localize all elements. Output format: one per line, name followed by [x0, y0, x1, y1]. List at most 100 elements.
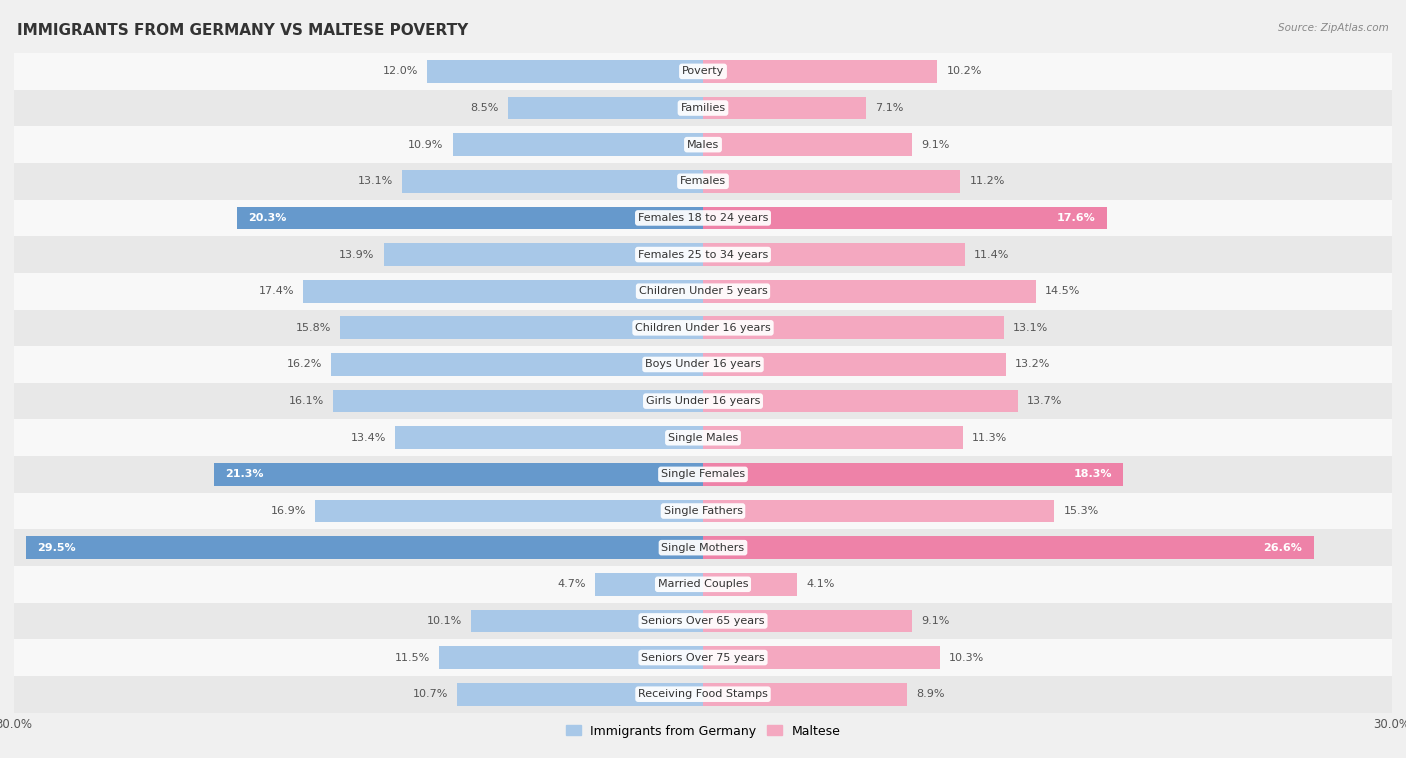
- Bar: [703, 133, 912, 156]
- Bar: [14, 89, 1392, 127]
- Text: 21.3%: 21.3%: [225, 469, 264, 479]
- Bar: [315, 500, 703, 522]
- Bar: [457, 683, 703, 706]
- Bar: [703, 317, 1004, 339]
- Text: 11.3%: 11.3%: [972, 433, 1007, 443]
- Bar: [14, 456, 1392, 493]
- Bar: [14, 676, 1392, 713]
- Text: 14.5%: 14.5%: [1045, 287, 1081, 296]
- Bar: [333, 390, 703, 412]
- Text: Seniors Over 65 years: Seniors Over 65 years: [641, 616, 765, 626]
- Text: 13.2%: 13.2%: [1015, 359, 1050, 369]
- Bar: [703, 207, 1107, 229]
- Text: Boys Under 16 years: Boys Under 16 years: [645, 359, 761, 369]
- Text: 10.2%: 10.2%: [946, 67, 981, 77]
- Text: 11.2%: 11.2%: [969, 177, 1005, 186]
- Bar: [14, 163, 1392, 199]
- Text: 15.3%: 15.3%: [1063, 506, 1099, 516]
- Bar: [703, 537, 1313, 559]
- Text: 12.0%: 12.0%: [382, 67, 418, 77]
- Text: 16.9%: 16.9%: [270, 506, 305, 516]
- Bar: [384, 243, 703, 266]
- Bar: [703, 463, 1123, 486]
- Bar: [14, 346, 1392, 383]
- Text: Females 18 to 24 years: Females 18 to 24 years: [638, 213, 768, 223]
- Bar: [703, 353, 1007, 376]
- Bar: [25, 537, 703, 559]
- Text: 18.3%: 18.3%: [1073, 469, 1112, 479]
- Text: 10.1%: 10.1%: [426, 616, 461, 626]
- Text: Single Males: Single Males: [668, 433, 738, 443]
- Text: 13.4%: 13.4%: [350, 433, 387, 443]
- Bar: [14, 383, 1392, 419]
- Text: IMMIGRANTS FROM GERMANY VS MALTESE POVERTY: IMMIGRANTS FROM GERMANY VS MALTESE POVER…: [17, 23, 468, 38]
- Bar: [703, 60, 938, 83]
- Bar: [703, 500, 1054, 522]
- Text: 10.3%: 10.3%: [949, 653, 984, 662]
- Bar: [703, 647, 939, 669]
- Text: Females: Females: [681, 177, 725, 186]
- Text: Single Females: Single Females: [661, 469, 745, 479]
- Bar: [14, 529, 1392, 566]
- Text: Males: Males: [688, 139, 718, 149]
- Bar: [439, 647, 703, 669]
- Text: 10.9%: 10.9%: [408, 139, 443, 149]
- Bar: [703, 683, 907, 706]
- Bar: [595, 573, 703, 596]
- Bar: [340, 317, 703, 339]
- Bar: [703, 573, 797, 596]
- Text: 20.3%: 20.3%: [249, 213, 287, 223]
- Text: Families: Families: [681, 103, 725, 113]
- Bar: [453, 133, 703, 156]
- Bar: [14, 236, 1392, 273]
- Text: 26.6%: 26.6%: [1264, 543, 1302, 553]
- Text: 4.7%: 4.7%: [557, 579, 586, 589]
- Bar: [703, 170, 960, 193]
- Text: 13.9%: 13.9%: [339, 249, 374, 259]
- Text: Females 25 to 34 years: Females 25 to 34 years: [638, 249, 768, 259]
- Bar: [402, 170, 703, 193]
- Bar: [703, 427, 963, 449]
- Text: 11.5%: 11.5%: [395, 653, 430, 662]
- Text: Poverty: Poverty: [682, 67, 724, 77]
- Text: 16.1%: 16.1%: [288, 396, 323, 406]
- Bar: [214, 463, 703, 486]
- Bar: [14, 199, 1392, 236]
- Bar: [14, 309, 1392, 346]
- Bar: [330, 353, 703, 376]
- Bar: [703, 390, 1018, 412]
- Text: 13.1%: 13.1%: [357, 177, 392, 186]
- Text: 10.7%: 10.7%: [413, 689, 449, 699]
- Text: 13.7%: 13.7%: [1026, 396, 1062, 406]
- Text: Girls Under 16 years: Girls Under 16 years: [645, 396, 761, 406]
- Bar: [427, 60, 703, 83]
- Text: Seniors Over 75 years: Seniors Over 75 years: [641, 653, 765, 662]
- Legend: Immigrants from Germany, Maltese: Immigrants from Germany, Maltese: [561, 719, 845, 743]
- Text: Single Fathers: Single Fathers: [664, 506, 742, 516]
- Text: 8.5%: 8.5%: [470, 103, 499, 113]
- Text: 11.4%: 11.4%: [974, 249, 1010, 259]
- Text: 8.9%: 8.9%: [917, 689, 945, 699]
- Bar: [395, 427, 703, 449]
- Text: 16.2%: 16.2%: [287, 359, 322, 369]
- Bar: [703, 97, 866, 119]
- Bar: [14, 419, 1392, 456]
- Text: Married Couples: Married Couples: [658, 579, 748, 589]
- Bar: [14, 127, 1392, 163]
- Text: 15.8%: 15.8%: [295, 323, 330, 333]
- Text: Source: ZipAtlas.com: Source: ZipAtlas.com: [1278, 23, 1389, 33]
- Bar: [236, 207, 703, 229]
- Bar: [14, 639, 1392, 676]
- Bar: [703, 609, 912, 632]
- Text: Receiving Food Stamps: Receiving Food Stamps: [638, 689, 768, 699]
- Bar: [14, 273, 1392, 309]
- Bar: [14, 566, 1392, 603]
- Bar: [14, 603, 1392, 639]
- Text: 7.1%: 7.1%: [875, 103, 904, 113]
- Bar: [471, 609, 703, 632]
- Text: 29.5%: 29.5%: [37, 543, 76, 553]
- Text: Children Under 16 years: Children Under 16 years: [636, 323, 770, 333]
- Text: 13.1%: 13.1%: [1012, 323, 1049, 333]
- Text: 9.1%: 9.1%: [921, 139, 949, 149]
- Text: 17.4%: 17.4%: [259, 287, 294, 296]
